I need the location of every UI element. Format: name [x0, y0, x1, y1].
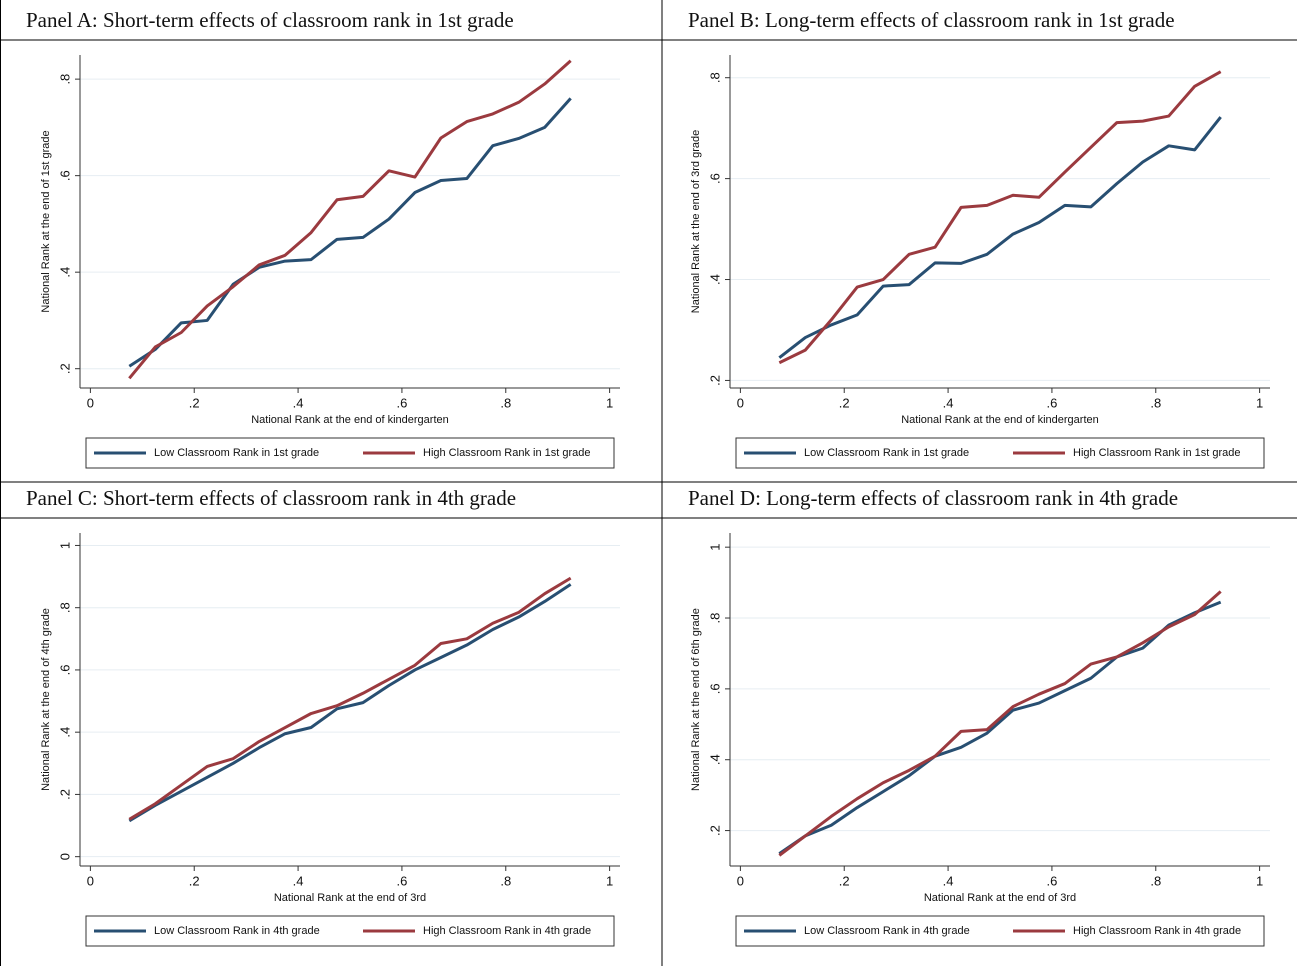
- y-tick-label: .6: [57, 170, 72, 181]
- x-tick-label: .2: [189, 873, 200, 888]
- x-tick-label: .2: [189, 395, 200, 410]
- y-tick-label: .4: [57, 727, 72, 738]
- legend-box: [735, 437, 1265, 469]
- plot-area: [80, 55, 620, 388]
- series-line: [128, 576, 572, 821]
- x-tick-label: 1: [1256, 395, 1263, 410]
- x-tick-label: .4: [293, 873, 304, 888]
- panel-title: Panel C: Short-term effects of classroom…: [26, 486, 516, 510]
- legend-box: [85, 915, 615, 947]
- x-tick-label: .6: [397, 873, 408, 888]
- legend-label: Low Classroom Rank in 4th grade: [154, 925, 320, 937]
- legend-label: Low Classroom Rank in 1st grade: [804, 447, 969, 459]
- x-tick-label: .6: [1047, 873, 1058, 888]
- y-tick-label: .6: [57, 665, 72, 676]
- series-line: [778, 70, 1222, 365]
- y-axis-label: National Rank at the end of 4th grade: [40, 608, 52, 791]
- legend-label: Low Classroom Rank in 1st grade: [154, 447, 319, 459]
- x-tick-label: 0: [87, 873, 94, 888]
- legend-label: Low Classroom Rank in 4th grade: [804, 925, 970, 937]
- y-tick-label: .2: [57, 363, 72, 374]
- x-tick-label: .2: [839, 395, 850, 410]
- legend-label: High Classroom Rank in 1st grade: [1073, 447, 1241, 459]
- x-axis-label: National Rank at the end of 3rd: [274, 892, 426, 904]
- y-axis-label: National Rank at the end of 6th grade: [690, 608, 702, 791]
- y-tick-label: 1: [57, 542, 72, 549]
- x-axis-label: National Rank at the end of kindergarten: [901, 414, 1099, 426]
- y-axis-label: National Rank at the end of 1st grade: [40, 130, 52, 312]
- y-tick-label: 1: [707, 544, 722, 551]
- legend-box: [85, 437, 615, 469]
- y-tick-label: .6: [707, 683, 722, 694]
- panel-title: Panel B: Long-term effects of classroom …: [688, 8, 1175, 32]
- x-tick-label: .8: [1150, 873, 1161, 888]
- legend-label: High Classroom Rank in 4th grade: [1073, 925, 1241, 937]
- y-tick-label: .8: [57, 74, 72, 85]
- panel-title: Panel D: Long-term effects of classroom …: [688, 486, 1178, 510]
- y-tick-label: .8: [57, 602, 72, 613]
- x-tick-label: 1: [1256, 873, 1263, 888]
- series-line: [128, 97, 572, 368]
- y-tick-label: .8: [707, 72, 722, 83]
- plot-area: [730, 533, 1270, 866]
- x-tick-label: .4: [943, 395, 954, 410]
- series-line: [128, 59, 572, 380]
- legend-label: High Classroom Rank in 4th grade: [423, 925, 591, 937]
- y-tick-label: .2: [707, 825, 722, 836]
- legend-box: [735, 915, 1265, 947]
- x-tick-label: 0: [737, 873, 744, 888]
- y-tick-label: .4: [707, 274, 722, 285]
- series-line: [778, 600, 1222, 855]
- x-tick-label: .8: [1150, 395, 1161, 410]
- x-tick-label: .8: [500, 873, 511, 888]
- x-tick-label: 1: [606, 395, 613, 410]
- y-tick-label: .8: [707, 613, 722, 624]
- x-tick-label: .6: [1047, 395, 1058, 410]
- x-tick-label: 0: [87, 395, 94, 410]
- x-tick-label: 0: [737, 395, 744, 410]
- y-tick-label: .6: [707, 173, 722, 184]
- x-tick-label: .8: [500, 395, 511, 410]
- x-tick-label: .2: [839, 873, 850, 888]
- x-tick-label: 1: [606, 873, 613, 888]
- series-line: [128, 583, 572, 823]
- x-axis-label: National Rank at the end of 3rd: [924, 892, 1076, 904]
- y-tick-label: .2: [707, 375, 722, 386]
- y-axis-label: National Rank at the end of 3rd grade: [690, 130, 702, 313]
- plot-area: [730, 55, 1270, 388]
- y-tick-label: .4: [707, 754, 722, 765]
- legend-label: High Classroom Rank in 1st grade: [423, 447, 591, 459]
- y-tick-label: .4: [57, 267, 72, 278]
- x-axis-label: National Rank at the end of kindergarten: [251, 414, 449, 426]
- x-tick-label: .4: [943, 873, 954, 888]
- y-tick-label: 0: [57, 853, 72, 860]
- x-tick-label: .4: [293, 395, 304, 410]
- series-line: [778, 116, 1222, 359]
- series-line: [778, 590, 1222, 857]
- x-tick-label: .6: [397, 395, 408, 410]
- y-tick-label: .2: [57, 789, 72, 800]
- panel-title: Panel A: Short-term effects of classroom…: [26, 8, 514, 32]
